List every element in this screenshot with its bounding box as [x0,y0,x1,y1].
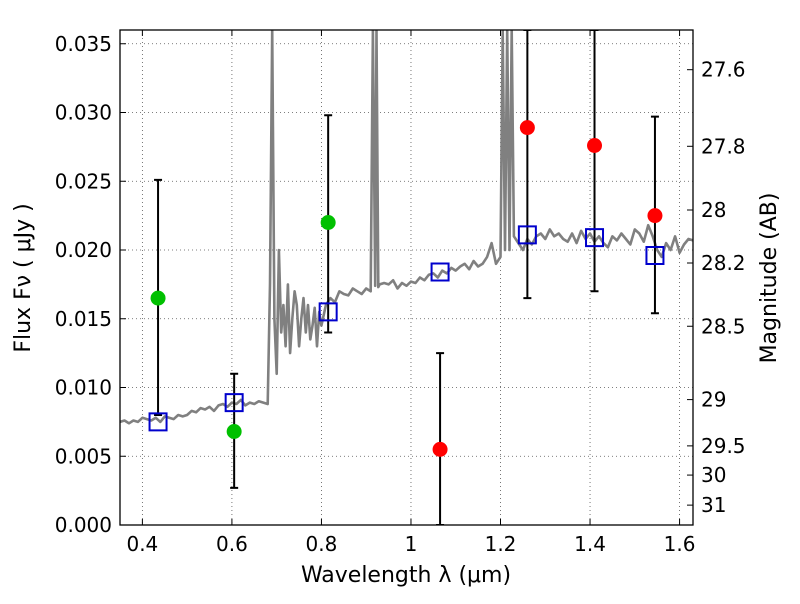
model-square-marker [318,302,338,322]
x-tick-label: 0.8 [306,532,338,556]
x-tick-label: 1 [405,532,418,556]
mag-tick-label: 28 [701,198,726,222]
green-data-point [150,290,166,306]
green-data-point [320,215,336,230]
x-axis-label: Wavelength λ (μm) [301,563,511,588]
plot-frame [119,29,694,526]
mag-tick-label: 29.5 [701,434,746,458]
mag-tick-label: 29 [701,388,726,412]
grid-lines [120,30,693,526]
y-tick-label: 0.020 [55,238,112,262]
y-tick-label: 0.030 [55,101,112,125]
y-axis-label: Flux Fν ( μJy ) [11,203,36,352]
y-tick-label: 0.000 [55,513,112,537]
y-tick-label: 0.035 [55,32,112,56]
mag-tick-label: 27.6 [701,58,746,82]
y2-axis-label: Magnitude (AB) [757,193,782,364]
mag-tick-label: 28.5 [701,314,746,338]
y-tick-label: 0.015 [55,307,112,331]
axis-layer: 0.4 0.6 0.8 1 1.2 1.4 1.6 0.000 0.005 0.010 0.015 0… [55,30,746,556]
x-tick-label: 1.6 [664,532,696,556]
model-square-marker [224,393,244,413]
red-data-point [519,120,535,136]
plot-background [120,30,693,525]
mag-tick-label: 30 [701,463,726,487]
spectrum-layer [120,30,693,425]
model-square-marker [430,262,450,282]
mag-tick-label: 31 [701,493,726,517]
model-square-marker [517,225,537,245]
mag-tick-label: 28.2 [701,251,746,275]
model-square-marker [148,412,168,432]
y-tick-label: 0.010 [55,376,112,400]
model-square-marker [585,228,605,248]
y-tick-label: 0.025 [55,169,112,193]
x-tick-label: 1.4 [574,532,606,556]
mag-tick-label: 27.8 [701,134,746,158]
model-square-marker [645,246,665,265]
red-data-point [432,441,448,457]
x-tick-label: 0.6 [216,532,248,556]
y-tick-label: 0.005 [55,444,112,468]
x-tick-label: 1.2 [485,532,517,556]
spectrum-line [120,30,693,425]
x-tick-label: 0.4 [126,532,158,556]
marker-layer [148,120,665,457]
red-data-point [647,208,663,224]
red-data-point [587,138,603,153]
green-data-point [226,424,242,439]
